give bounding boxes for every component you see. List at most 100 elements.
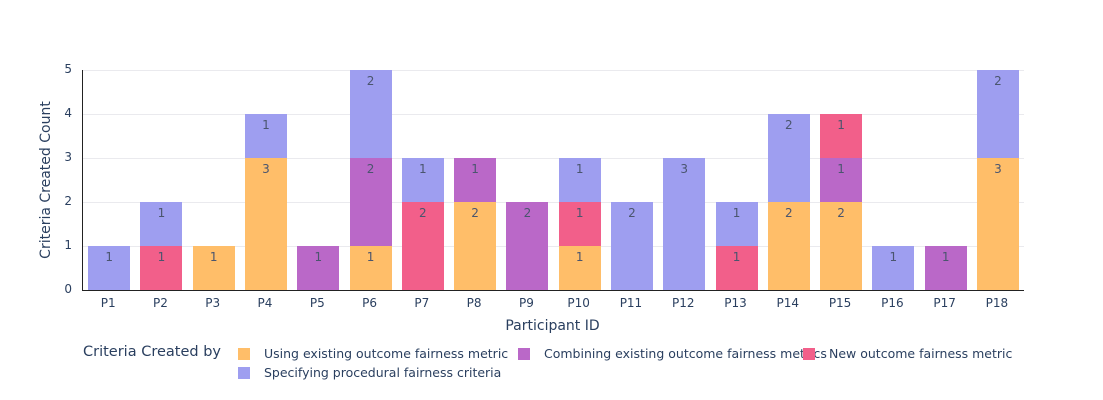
x-axis-title: Participant ID [505, 318, 600, 334]
bar-segment[interactable]: 1 [558, 246, 601, 290]
legend-item[interactable]: Combining existing outcome fairness metr… [518, 346, 827, 361]
bar-segment[interactable]: 1 [244, 114, 287, 158]
legend-item[interactable]: New outcome fairness metric [803, 346, 1012, 361]
bar-segment[interactable]: 1 [349, 246, 392, 290]
x-tick-label: P17 [933, 296, 956, 310]
bar-segment[interactable]: 1 [715, 202, 758, 246]
gridline [83, 202, 1024, 203]
bar-segment[interactable]: 2 [349, 158, 392, 246]
bar-segment[interactable]: 1 [140, 246, 183, 290]
x-tick-label: P14 [776, 296, 800, 310]
bar-p16: 1 [867, 70, 919, 290]
bar-stack: 1 [924, 246, 967, 290]
bar-segment[interactable]: 1 [88, 246, 131, 290]
legend-item[interactable]: Using existing outcome fairness metric [238, 346, 508, 361]
x-tick-label: P4 [257, 296, 273, 310]
bar-segment[interactable]: 1 [192, 246, 235, 290]
bar-segment[interactable]: 2 [349, 70, 392, 158]
bar-p1: 1 [83, 70, 135, 290]
bar-p5: 1 [292, 70, 344, 290]
bar-segment[interactable]: 2 [767, 114, 810, 202]
bar-stack: 1 [192, 246, 235, 290]
bar-segment[interactable]: 3 [976, 158, 1019, 290]
legend-label: Using existing outcome fairness metric [264, 346, 509, 361]
bar-stack: 3 [663, 158, 706, 290]
bar-value-label: 2 [366, 162, 375, 176]
y-tick-label: 3 [64, 150, 72, 164]
bar-value-label: 1 [262, 118, 270, 132]
x-tick-label: P18 [985, 296, 1009, 310]
bar-value-label: 1 [419, 162, 427, 176]
bar-value-label: 2 [366, 74, 375, 88]
x-tick-label: P16 [881, 296, 904, 310]
bar-segment[interactable]: 1 [820, 114, 863, 158]
bar-value-label: 3 [262, 162, 270, 176]
y-axis-title: Criteria Created Count [38, 101, 54, 259]
bar-value-label: 1 [366, 250, 375, 264]
bar-segment[interactable]: 1 [297, 246, 340, 290]
bar-segment[interactable]: 3 [663, 158, 706, 290]
x-tick-label: P13 [724, 296, 747, 310]
bar-stack: 1 [872, 246, 915, 290]
bar-value-label: 1 [941, 250, 950, 264]
legend-label: New outcome fairness metric [829, 346, 1013, 361]
bar-value-label: 2 [471, 206, 479, 220]
bar-stack: 1 1 1 [558, 158, 601, 290]
bar-stack: 2 [506, 202, 549, 290]
y-tick-label: 0 [64, 282, 72, 296]
bar-p12: 3 [658, 70, 710, 290]
legend-swatch-icon [803, 347, 815, 360]
bar-segment[interactable]: 2 [976, 70, 1019, 158]
bar-segment[interactable]: 2 [401, 202, 444, 290]
bar-p15: 2 1 1 [815, 70, 867, 290]
bar-value-label: 1 [105, 250, 113, 264]
bar-value-label: 2 [784, 206, 793, 220]
bar-value-label: 1 [732, 250, 741, 264]
bar-stack: 2 1 1 [820, 114, 863, 290]
bar-stack: 1 [88, 246, 131, 290]
bar-segment[interactable]: 1 [872, 246, 915, 290]
bar-segment[interactable]: 2 [506, 202, 549, 290]
bar-segment[interactable]: 1 [558, 158, 601, 202]
bar-value-label: 2 [837, 206, 845, 220]
bar-segment[interactable]: 1 [140, 202, 183, 246]
bar-stack: 1 2 2 [349, 70, 392, 290]
bar-value-label: 1 [157, 206, 166, 220]
legend-title: Criteria Created by [83, 344, 221, 360]
bar-segment[interactable]: 2 [454, 202, 497, 290]
bar-segment[interactable]: 1 [820, 158, 863, 202]
x-tick-label: P1 [100, 296, 116, 310]
x-tick-label: P15 [828, 296, 852, 310]
legend-label: Specifying procedural fairness criteria [264, 365, 502, 380]
y-tick-label: 4 [64, 106, 72, 120]
bar-value-label: 1 [575, 162, 584, 176]
bar-segment[interactable]: 3 [244, 158, 287, 290]
bar-value-label: 1 [471, 162, 479, 176]
x-tick-label: P5 [309, 296, 325, 310]
bar-segment[interactable]: 2 [820, 202, 863, 290]
bar-value-label: 2 [419, 206, 427, 220]
legend-item[interactable]: Specifying procedural fairness criteria [238, 365, 501, 380]
x-tick-label: P6 [362, 296, 377, 310]
bar-segment[interactable]: 1 [454, 158, 497, 202]
x-tick-label: P10 [567, 296, 590, 310]
bar-segment[interactable]: 2 [610, 202, 653, 290]
bar-segment[interactable]: 1 [924, 246, 967, 290]
bar-p11: 2 [606, 70, 658, 290]
bar-segment[interactable]: 1 [558, 202, 601, 246]
bar-segment[interactable]: 2 [767, 202, 810, 290]
bar-value-label: 2 [784, 118, 793, 132]
bar-segment[interactable]: 1 [401, 158, 444, 202]
bar-segment[interactable]: 1 [715, 246, 758, 290]
